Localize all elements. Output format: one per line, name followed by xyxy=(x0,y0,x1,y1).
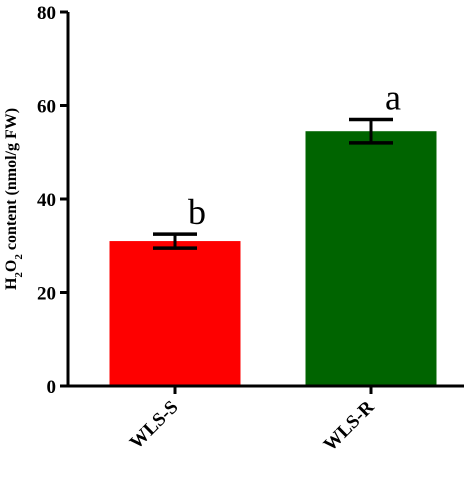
x-tick-label: WLS-S xyxy=(126,397,183,454)
error-bar-wls-r xyxy=(349,117,393,145)
significance-letters: ba xyxy=(188,78,401,233)
y-axis-label: H2O2 content (nmol/g FW) xyxy=(3,108,25,290)
bar-wls-r xyxy=(305,131,437,386)
y-tick-label: 20 xyxy=(37,284,56,305)
y-tick-label: 80 xyxy=(37,3,56,24)
y-tick-label: 60 xyxy=(37,97,56,118)
x-axis-ticks: WLS-S WLS-R xyxy=(126,386,379,456)
error-bars xyxy=(153,117,393,250)
significance-letter: b xyxy=(188,192,206,232)
bars xyxy=(109,131,437,386)
y-axis-ticks: 0 20 40 60 80 xyxy=(37,3,68,398)
y-tick-label: 40 xyxy=(37,190,56,211)
x-tick-label: WLS-R xyxy=(320,396,379,455)
significance-letter: a xyxy=(385,78,401,118)
y-tick-label: 0 xyxy=(47,377,57,398)
bar-wls-s xyxy=(109,241,241,386)
error-bar-wls-s xyxy=(153,232,197,250)
